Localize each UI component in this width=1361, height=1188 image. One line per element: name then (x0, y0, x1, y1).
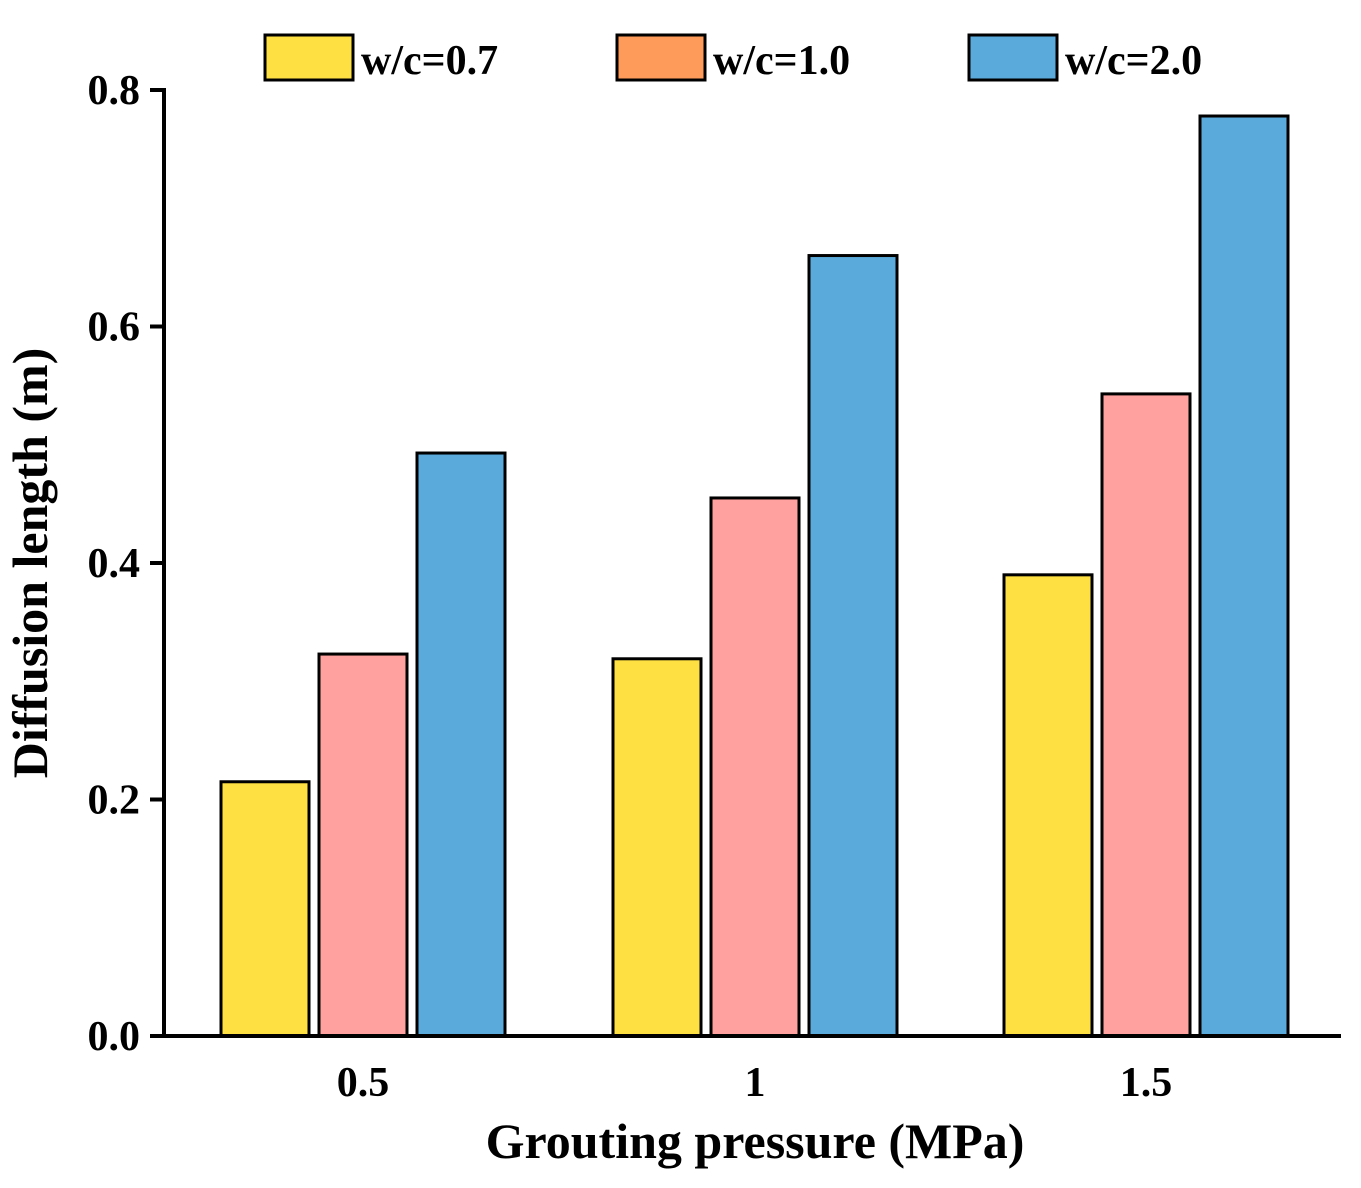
legend-label-3: w/c=2.0 (1065, 38, 1202, 84)
y-tick-label: 0.2 (88, 778, 141, 824)
legend-swatch-3 (967, 33, 1059, 82)
legend-swatch-2 (615, 33, 707, 82)
bars-layer (219, 114, 1290, 1038)
bar-series-1-cat-1 (219, 780, 311, 1038)
bar-series-2-cat-2 (709, 496, 801, 1038)
bar-series-2-cat-1 (317, 652, 409, 1038)
bar-series-1-cat-2 (611, 657, 703, 1038)
x-tick-label: 1.5 (1120, 1060, 1173, 1106)
bar-series-2-cat-3 (1100, 392, 1192, 1038)
bar-series-3-cat-2 (807, 254, 899, 1038)
y-tick-label: 0.0 (88, 1014, 141, 1060)
legend-swatch-1 (263, 33, 355, 82)
legend-label-2: w/c=1.0 (713, 38, 850, 84)
y-tick-label: 0.8 (88, 68, 141, 114)
ticks-layer: 0.0 0.2 0.4 0.6 0.8 0.5 1 1.5 (88, 68, 1173, 1106)
legend-label-1: w/c=0.7 (361, 38, 498, 84)
x-tick-label: 0.5 (337, 1060, 390, 1106)
bar-series-1-cat-3 (1002, 573, 1094, 1038)
legend: w/c=0.7 w/c=1.0 w/c=2.0 (263, 33, 1202, 84)
x-axis-title: Grouting pressure (MPa) (486, 1113, 1025, 1169)
bar-series-3-cat-1 (415, 451, 507, 1038)
y-tick-label: 0.4 (88, 541, 141, 587)
x-tick-label: 1 (745, 1060, 766, 1106)
y-axis-title: Diffusion length (m) (2, 348, 58, 779)
bar-series-3-cat-3 (1198, 114, 1290, 1038)
y-tick-label: 0.6 (88, 305, 141, 351)
